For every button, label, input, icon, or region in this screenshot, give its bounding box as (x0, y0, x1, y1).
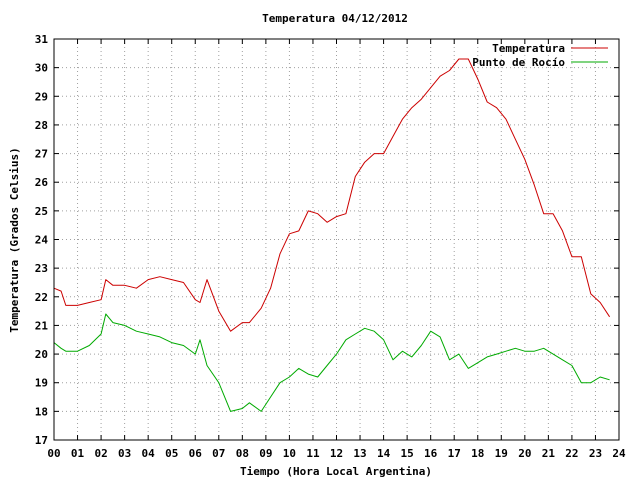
legend-label-temperatura: Temperatura (492, 42, 565, 55)
x-tick-label: 00 (47, 447, 60, 460)
y-tick-label: 19 (35, 377, 48, 390)
y-tick-label: 29 (35, 90, 48, 103)
x-tick-label: 03 (118, 447, 131, 460)
x-tick-label: 13 (353, 447, 366, 460)
x-tick-label: 08 (236, 447, 249, 460)
x-tick-label: 11 (306, 447, 320, 460)
y-tick-label: 31 (35, 33, 49, 46)
legend-label-punto-de-rocio: Punto de Rocío (472, 56, 565, 69)
x-tick-label: 07 (212, 447, 225, 460)
x-tick-label: 10 (283, 447, 296, 460)
x-tick-label: 04 (142, 447, 156, 460)
plot-frame (53, 38, 620, 441)
y-axis-label: Temperatura (Grados Celsius) (8, 147, 21, 332)
series-line-punto-de-rocio (53, 313, 610, 412)
y-tick-label: 30 (35, 62, 48, 75)
x-tick-label: 17 (448, 447, 461, 460)
x-tick-label: 09 (259, 447, 272, 460)
y-tick-label: 21 (35, 319, 49, 332)
x-tick-label: 14 (377, 447, 391, 460)
grid-layer (54, 39, 619, 440)
y-tick-label: 17 (35, 434, 48, 447)
y-tick-label: 24 (35, 234, 49, 247)
tick-layer: 17 18 19 20 21 22 23 24 25 26 27 28 29 30 31 00 01 02 03 04… (35, 33, 626, 460)
x-tick-label: 02 (94, 447, 107, 460)
chart-title: Temperatura 04/12/2012 (262, 12, 408, 25)
x-tick-label: 21 (542, 447, 556, 460)
x-tick-label: 06 (189, 447, 203, 460)
legend: Temperatura Punto de Rocío (472, 42, 608, 69)
x-tick-label: 20 (518, 447, 531, 460)
y-tick-label: 26 (35, 176, 49, 189)
x-tick-label: 01 (71, 447, 85, 460)
x-tick-label: 15 (401, 447, 414, 460)
y-tick-label: 27 (35, 148, 48, 161)
x-tick-label: 22 (565, 447, 578, 460)
series-line-temperatura (53, 58, 611, 332)
series-layer (53, 58, 611, 412)
x-axis-label: Tiempo (Hora Local Argentina) (240, 465, 432, 478)
y-tick-label: 23 (35, 262, 48, 275)
x-tick-label: 24 (612, 447, 626, 460)
x-tick-label: 16 (424, 447, 438, 460)
y-tick-label: 20 (35, 348, 48, 361)
x-tick-label: 23 (589, 447, 602, 460)
y-tick-label: 22 (35, 291, 48, 304)
x-tick-label: 19 (495, 447, 508, 460)
y-tick-label: 25 (35, 205, 48, 218)
y-tick-label: 18 (35, 405, 48, 418)
x-tick-label: 12 (330, 447, 343, 460)
x-tick-label: 05 (165, 447, 178, 460)
x-tick-label: 18 (471, 447, 484, 460)
y-tick-label: 28 (35, 119, 48, 132)
